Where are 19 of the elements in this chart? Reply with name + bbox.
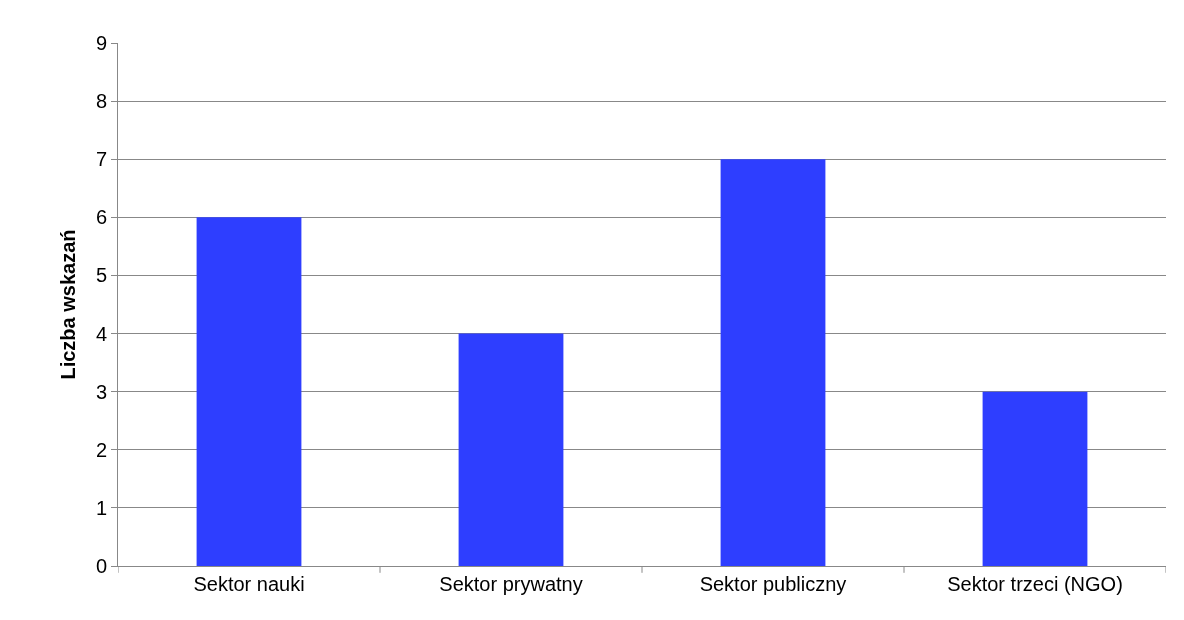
y-tick-label: 4	[95, 322, 107, 345]
x-tick-label: Sektor nauki	[193, 573, 305, 595]
bar	[196, 217, 302, 566]
y-tick-label: 1	[95, 496, 107, 519]
y-tick-label: 7	[95, 148, 107, 171]
bar	[720, 159, 826, 566]
x-tick-label: Sektor publiczny	[699, 573, 847, 595]
y-tick-label: 8	[95, 90, 107, 113]
x-tick-label: Sektor trzeci (NGO)	[947, 573, 1123, 595]
y-tick-label: 5	[95, 264, 107, 287]
y-tick-label: 6	[95, 206, 107, 229]
bar	[982, 391, 1088, 566]
x-tick-label: Sektor prywatny	[439, 573, 583, 595]
y-axis-title: Liczba wskazań	[57, 229, 80, 380]
y-tick-label: 3	[95, 380, 107, 403]
bar	[458, 333, 564, 566]
y-tick-label: 9	[95, 32, 107, 54]
y-tick-label: 2	[95, 438, 107, 461]
y-tick-label: 0	[95, 555, 107, 577]
